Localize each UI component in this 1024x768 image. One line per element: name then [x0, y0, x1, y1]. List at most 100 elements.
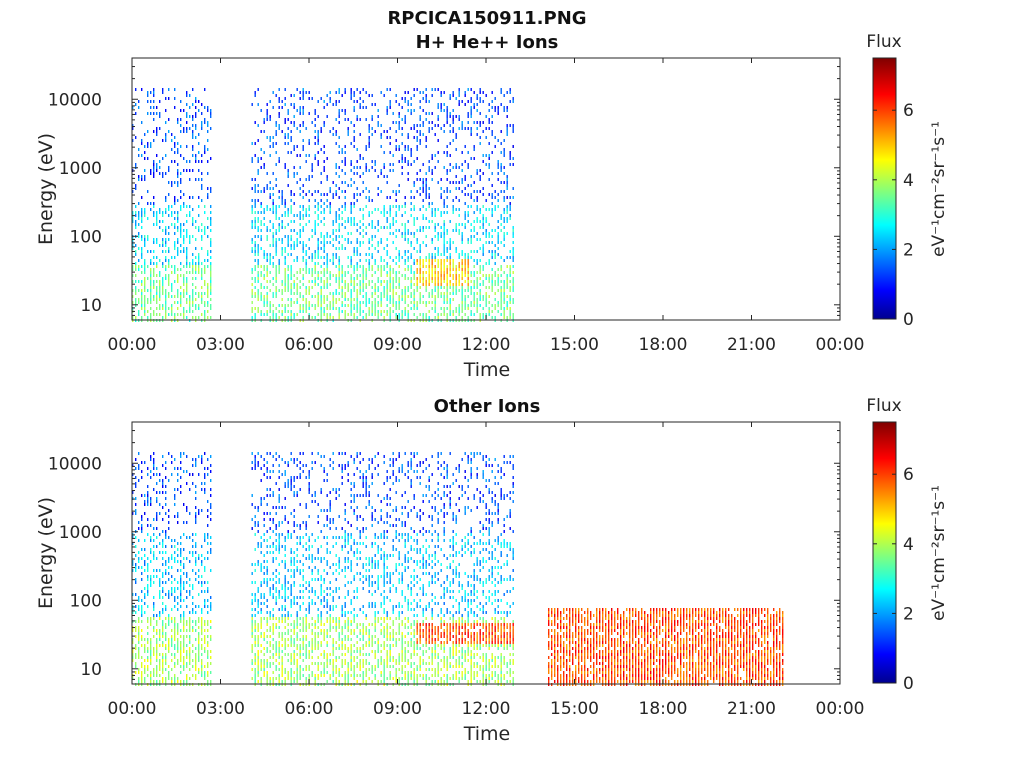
- heatmap-cell: [177, 169, 179, 172]
- heatmap-cell: [512, 247, 514, 250]
- heatmap-cell: [159, 479, 161, 482]
- heatmap-cell: [272, 235, 274, 238]
- heatmap-cell: [290, 599, 292, 602]
- heatmap-cell: [263, 190, 265, 193]
- heatmap-cell: [156, 154, 158, 157]
- heatmap-cell: [189, 211, 191, 214]
- heatmap-cell: [425, 88, 427, 91]
- heatmap-cell: [368, 310, 370, 313]
- heatmap-cell: [281, 313, 283, 316]
- heatmap-cell: [425, 304, 427, 307]
- heatmap-cell: [329, 274, 331, 277]
- heatmap-cell: [168, 232, 170, 235]
- heatmap-cell: [362, 100, 364, 103]
- heatmap-cell: [497, 289, 499, 292]
- heatmap-cell: [150, 659, 152, 662]
- heatmap-cell: [392, 268, 394, 271]
- heatmap-cell: [374, 292, 376, 295]
- heatmap-cell: [257, 229, 259, 232]
- heatmap-cell: [189, 560, 191, 563]
- heatmap-cell: [272, 241, 274, 244]
- heatmap-cell: [443, 109, 445, 112]
- heatmap-cell: [482, 121, 484, 124]
- heatmap-cell: [467, 271, 469, 274]
- heatmap-cell: [446, 313, 448, 316]
- heatmap-cell: [443, 250, 445, 253]
- heatmap-cell: [147, 112, 149, 115]
- heatmap-cell: [162, 172, 164, 175]
- heatmap-cell: [287, 136, 289, 139]
- heatmap-cell: [308, 286, 310, 289]
- heatmap-cell: [278, 626, 280, 629]
- heatmap-cell: [254, 184, 256, 187]
- heatmap-cell: [260, 238, 262, 241]
- heatmap-cell: [204, 488, 206, 491]
- heatmap-cell: [488, 313, 490, 316]
- heatmap-cell: [398, 259, 400, 262]
- heatmap-cell: [290, 605, 292, 608]
- heatmap-cell: [150, 539, 152, 542]
- heatmap-cell: [141, 211, 143, 214]
- heatmap-cell: [317, 301, 319, 304]
- heatmap-cell: [401, 298, 403, 301]
- heatmap-cell: [165, 680, 167, 683]
- heatmap-cell: [497, 268, 499, 271]
- heatmap-cell: [254, 223, 256, 226]
- heatmap-cell: [180, 584, 182, 587]
- heatmap-cell: [269, 656, 271, 659]
- heatmap-cell: [138, 301, 140, 304]
- heatmap-cell: [263, 578, 265, 581]
- heatmap-cell: [353, 313, 355, 316]
- heatmap-cell: [201, 286, 203, 289]
- heatmap-cell: [368, 313, 370, 316]
- heatmap-cell: [293, 106, 295, 109]
- heatmap-cell: [150, 298, 152, 301]
- heatmap-cell: [287, 289, 289, 292]
- heatmap-cell: [135, 611, 137, 614]
- heatmap-cell: [371, 268, 373, 271]
- heatmap-cell: [144, 307, 146, 310]
- heatmap-cell: [500, 181, 502, 184]
- heatmap-cell: [416, 286, 418, 289]
- heatmap-cell: [257, 665, 259, 668]
- heatmap-cell: [446, 229, 448, 232]
- heatmap-cell: [416, 136, 418, 139]
- heatmap-cell: [138, 599, 140, 602]
- heatmap-cell: [135, 626, 137, 629]
- heatmap-cell: [389, 151, 391, 154]
- heatmap-cell: [284, 211, 286, 214]
- heatmap-cell: [165, 208, 167, 211]
- heatmap-cell: [251, 494, 253, 497]
- heatmap-cell: [302, 196, 304, 199]
- heatmap-cell: [482, 298, 484, 301]
- heatmap-cell: [147, 668, 149, 671]
- heatmap-cell: [455, 226, 457, 229]
- heatmap-cell: [317, 136, 319, 139]
- heatmap-cell: [201, 160, 203, 163]
- heatmap-cell: [153, 488, 155, 491]
- heatmap-cell: [174, 638, 176, 641]
- heatmap-cell: [290, 286, 292, 289]
- heatmap-cell: [467, 259, 469, 262]
- heatmap-cell: [189, 310, 191, 313]
- heatmap-cell: [210, 626, 212, 629]
- heatmap-cell: [416, 238, 418, 241]
- heatmap-cell: [272, 283, 274, 286]
- heatmap-cell: [362, 88, 364, 91]
- heatmap-cell: [371, 295, 373, 298]
- heatmap-cell: [365, 313, 367, 316]
- heatmap-cell: [434, 277, 436, 280]
- heatmap-cell: [305, 223, 307, 226]
- heatmap-cell: [156, 674, 158, 677]
- heatmap-cell: [416, 271, 418, 274]
- heatmap-cell: [314, 295, 316, 298]
- heatmap-cell: [153, 241, 155, 244]
- heatmap-cell: [207, 644, 209, 647]
- heatmap-cell: [317, 190, 319, 193]
- heatmap-cell: [317, 142, 319, 145]
- heatmap-cell: [260, 659, 262, 662]
- heatmap-cell: [278, 112, 280, 115]
- heatmap-cell: [177, 280, 179, 283]
- heatmap-cell: [281, 214, 283, 217]
